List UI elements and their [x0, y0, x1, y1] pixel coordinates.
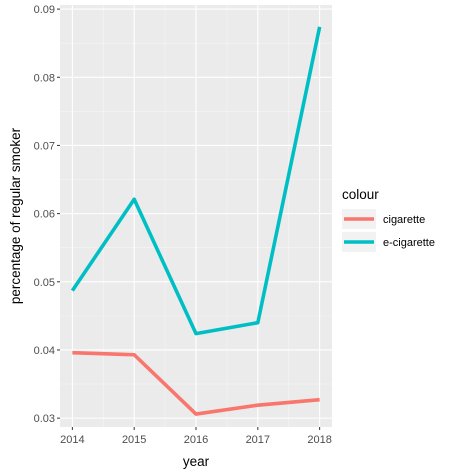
- x-axis: 2014 2015 2016 2017 2018: [60, 427, 332, 446]
- y-axis-title: percentage of regular smoker: [8, 127, 23, 304]
- series-lines: [70, 26, 322, 416]
- y-tick-label: 0.06: [34, 209, 55, 221]
- series-line-cigarette: [72, 350, 320, 416]
- y-axis: 0.03 0.04 0.05 0.06 0.07 0.08 0.09: [34, 4, 60, 425]
- y-tick-label: 0.07: [34, 140, 55, 152]
- x-tick-label: 2014: [60, 434, 84, 446]
- legend-label-cigarette: cigarette: [383, 214, 425, 226]
- x-tick-label: 2018: [307, 434, 331, 446]
- y-tick-label: 0.03: [34, 413, 55, 425]
- x-tick-label: 2016: [184, 434, 208, 446]
- y-tick-label: 0.09: [34, 4, 55, 16]
- legend-items: cigarette e-cigarette: [342, 209, 435, 252]
- legend-title: colour: [342, 187, 379, 202]
- x-tick-label: 2017: [246, 434, 270, 446]
- legend-label-e-cigarette: e-cigarette: [383, 237, 435, 249]
- y-tick-label: 0.08: [34, 72, 55, 84]
- y-tick-label: 0.04: [34, 345, 55, 357]
- legend: colour cigarette e-cigarette: [342, 187, 435, 252]
- y-tick-label: 0.05: [34, 277, 55, 289]
- x-axis-title: year: [183, 454, 210, 469]
- x-tick-label: 2015: [122, 434, 146, 446]
- series-line-e-cigarette: [70, 26, 322, 336]
